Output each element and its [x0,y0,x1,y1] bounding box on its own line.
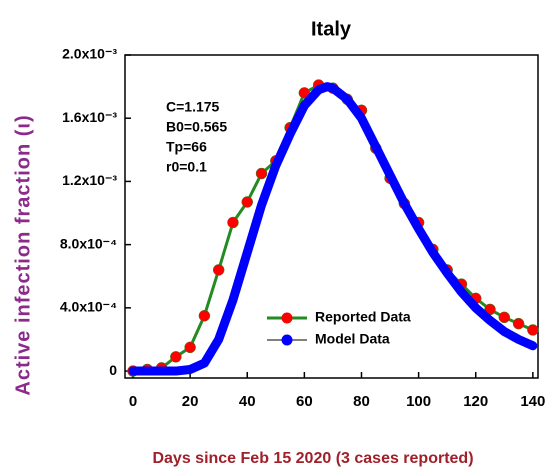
data-point [512,317,525,330]
data-point [498,311,511,324]
series-line [128,82,538,376]
x-tick-label: 100 [406,393,431,410]
y-tick-label: 1.6x10⁻³ [62,109,117,125]
chart-title: Italy [311,18,352,40]
annotation: r0=0.1 [166,159,207,175]
x-tick-label: 60 [296,393,313,410]
data-point [241,196,253,208]
annotation: C=1.175 [166,99,220,115]
data-point [198,309,211,322]
data-point [170,351,182,363]
y-tick-label: 2.0x10⁻³ [62,46,117,62]
y-axis-label: Active infection fraction (ι) [12,114,34,395]
y-tick-label: 1.2x10⁻³ [62,172,117,188]
data-point [227,216,239,229]
data-point [255,167,268,180]
annotation: B0=0.565 [166,119,227,135]
legend-marker [281,334,293,346]
legend-label: Reported Data [315,309,411,325]
y-tick-label: 0 [109,362,117,378]
x-axis-label: Days since Feb 15 2020 (3 cases reported… [152,450,473,467]
x-tick-label: 120 [463,393,488,410]
plot-frame [124,54,539,379]
legend-marker [281,312,293,324]
x-tick-label: 20 [182,393,199,410]
data-point [184,341,196,354]
annotation: Tp=66 [166,139,207,155]
data-point [212,264,225,276]
x-tick-label: 140 [520,393,545,410]
x-tick-label: 40 [239,393,256,410]
x-tick-label: 0 [129,393,137,410]
legend-label: Model Data [315,331,390,347]
y-tick-label: 8.0x10⁻⁴ [60,235,117,251]
data-point [527,324,539,336]
x-tick-label: 80 [353,393,370,410]
y-tick-label: 4.0x10⁻⁴ [60,299,117,315]
